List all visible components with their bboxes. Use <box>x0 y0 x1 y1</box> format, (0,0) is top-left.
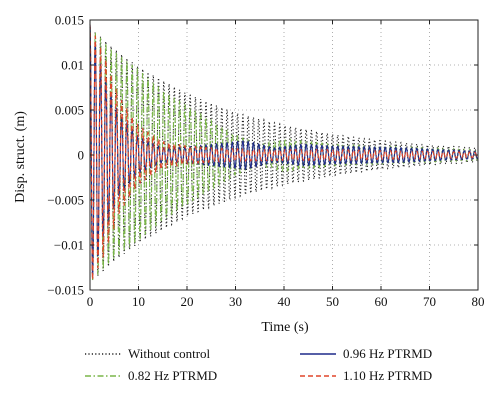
series-layer <box>89 24 479 281</box>
y-axis-label: Disp. struct. (m) <box>13 111 28 203</box>
y-tick-label: −0.015 <box>47 283 84 298</box>
legend-label-1: 0.82 Hz PTRMD <box>128 368 217 383</box>
x-tick-label: 0 <box>87 294 94 309</box>
y-tick-label: 0.005 <box>55 103 84 118</box>
x-tick-label: 40 <box>278 294 291 309</box>
y-tick-label: −0.01 <box>54 238 84 253</box>
x-tick-label: 60 <box>375 294 388 309</box>
y-tick-label: 0 <box>78 148 85 163</box>
legend-label-3: 1.10 Hz PTRMD <box>343 368 432 383</box>
legend-label-0: Without control <box>128 346 211 361</box>
series-line-3 <box>89 24 479 280</box>
y-tick-label: −0.005 <box>47 193 84 208</box>
y-tick-label: 0.01 <box>61 58 84 73</box>
x-axis-label: Time (s) <box>261 320 309 335</box>
x-tick-label: 30 <box>229 294 242 309</box>
tick-layer: 0 10 20 30 40 50 60 70 80 0.015 0.01 0.005 0 −0.005 −0… <box>47 13 484 310</box>
legend: Without control 0.96 Hz PTRMD 0.82 Hz PTRM… <box>85 346 432 383</box>
x-tick-label: 70 <box>423 294 436 309</box>
x-tick-label: 50 <box>326 294 339 309</box>
x-tick-label: 80 <box>472 294 485 309</box>
legend-label-2: 0.96 Hz PTRMD <box>343 346 432 361</box>
x-tick-label: 20 <box>181 294 194 309</box>
y-tick-label: 0.015 <box>55 13 84 28</box>
series-line-2 <box>89 24 479 276</box>
x-tick-label: 10 <box>132 294 145 309</box>
